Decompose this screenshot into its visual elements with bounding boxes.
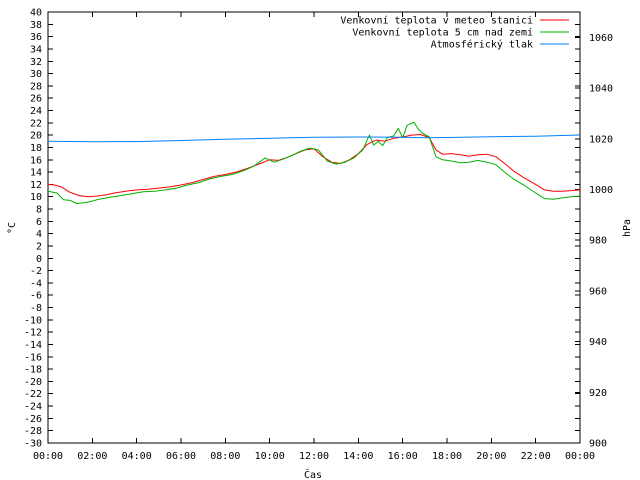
y-tick-label: -30 [24,439,42,450]
x-tick-label: 14:00 [343,451,373,462]
y2-tick-label: 1000 [589,185,613,196]
y2-tick-label: 960 [589,286,607,297]
y-tick-label: -28 [24,426,42,437]
y-tick-label: 2 [36,241,42,252]
y-tick-label: 26 [30,94,42,105]
y-tick-label: 10 [30,192,42,203]
axes: 4038363432302826242220181614121086420-2-… [24,8,613,463]
y-tick-label: 14 [30,168,42,179]
y-tick-label: 40 [30,8,42,19]
y-tick-label: -22 [24,389,42,400]
y-tick-label: 24 [30,106,42,117]
legend-label-0: Venkovní teplota v meteo stanici [340,15,533,27]
y2-tick-label: 940 [589,337,607,348]
x-tick-label: 08:00 [210,451,240,462]
series-layer [47,121,581,204]
y-tick-label: -4 [30,278,42,289]
y-tick-label: 34 [30,44,42,55]
x-tick-label: 20:00 [476,451,506,462]
y-tick-label: 16 [30,155,42,166]
y-tick-label: 30 [30,69,42,80]
y-tick-label: -8 [30,303,42,314]
y-tick-label: 8 [36,205,42,216]
y2-tick-label: 900 [589,439,607,450]
x-tick-label: 22:00 [521,451,551,462]
x-tick-label: 04:00 [122,451,152,462]
y-tick-label: 28 [30,81,42,92]
x-tick-label: 12:00 [299,451,329,462]
y-tick-label: 6 [36,217,42,228]
y2-tick-label: 1020 [589,134,613,145]
x-tick-label: 16:00 [388,451,418,462]
y-tick-label: -18 [24,365,42,376]
y-tick-label: -10 [24,315,42,326]
y2-tick-label: 1040 [589,84,613,95]
x-axis-title: Čas [304,468,322,480]
y-tick-label: -16 [24,352,42,363]
series-line-1 [47,121,581,204]
y-tick-label: 22 [30,118,42,129]
y-tick-label: 20 [30,131,42,142]
y-tick-label: -20 [24,377,42,388]
x-tick-label: 18:00 [432,451,462,462]
y-tick-label: 18 [30,143,42,154]
y2-tick-label: 920 [589,388,607,399]
legend: Venkovní teplota v meteo staniciVenkovní… [340,15,569,51]
y-tick-label: 12 [30,180,42,191]
y-tick-label: 36 [30,32,42,43]
y2-axis-title: hPa [622,219,633,237]
x-tick-label: 02:00 [77,451,107,462]
y-tick-label: -24 [24,402,42,413]
legend-label-1: Venkovní teplota 5 cm nad zemí [352,27,533,39]
y2-tick-label: 980 [589,236,607,247]
x-tick-label: 10:00 [255,451,285,462]
y-tick-label: 4 [36,229,42,240]
y-tick-label: -14 [24,340,42,351]
y-tick-label: 0 [36,254,42,265]
series-line-2 [47,134,581,143]
series-line-0 [47,134,581,198]
y-tick-label: -6 [30,291,42,302]
y-tick-label: -26 [24,414,42,425]
y-tick-label: 32 [30,57,42,68]
x-tick-label: 00:00 [565,451,595,462]
y-axis-title: °C [7,222,18,234]
x-tick-label: 00:00 [33,451,63,462]
y-tick-label: 38 [30,20,42,31]
y-tick-label: -2 [30,266,42,277]
legend-label-2: Atmosférický tlak [431,39,533,51]
y2-tick-label: 1060 [589,33,613,44]
x-tick-label: 06:00 [166,451,196,462]
y-tick-label: -12 [24,328,42,339]
